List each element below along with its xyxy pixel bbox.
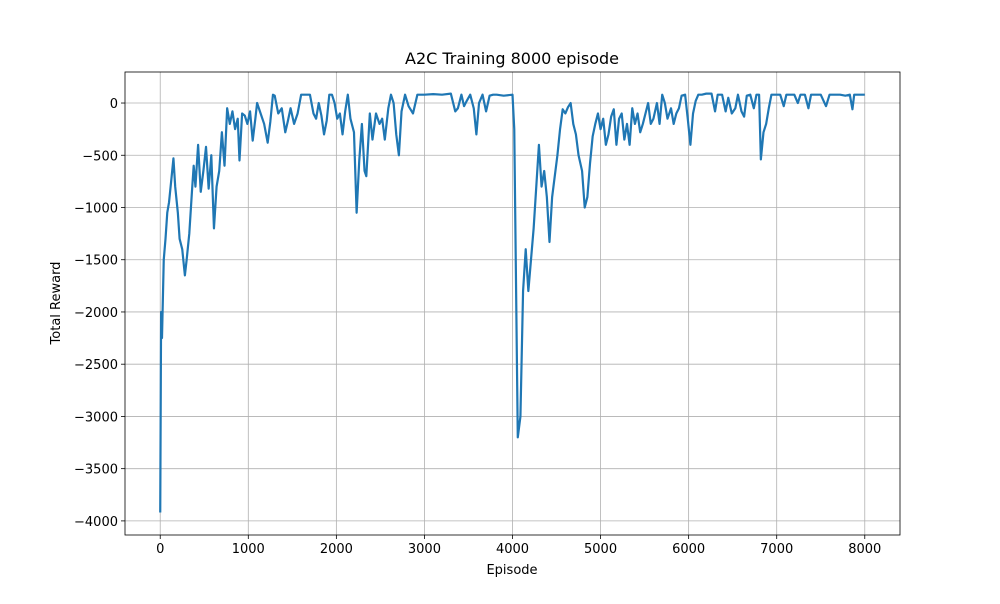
y-tick-label: −500 xyxy=(82,149,118,164)
x-tick-label: 6000 xyxy=(672,542,705,557)
y-tick-label: −3000 xyxy=(74,410,118,425)
y-axis-label: Total Reward xyxy=(49,262,64,346)
axes-frame xyxy=(124,71,901,536)
chart-title: A2C Training 8000 episode xyxy=(405,49,619,68)
y-tick-label: −2500 xyxy=(74,358,118,373)
x-tick-label: 5000 xyxy=(584,542,617,557)
y-tick-label: 0 xyxy=(110,97,118,112)
y-tick-label: −3500 xyxy=(74,463,118,478)
x-tick-label: 3000 xyxy=(408,542,441,557)
x-tick-label: 8000 xyxy=(848,542,881,557)
x-tick-label: 7000 xyxy=(760,542,793,557)
x-tick-label: 0 xyxy=(156,542,164,557)
x-axis-label: Episode xyxy=(486,563,537,578)
x-tick-label: 2000 xyxy=(320,542,353,557)
y-tick-label: −4000 xyxy=(74,515,118,530)
line xyxy=(159,92,865,513)
y-tick-label: −1000 xyxy=(74,201,118,216)
y-tick-label: −1500 xyxy=(74,254,118,269)
x-tick-label: 1000 xyxy=(232,542,265,557)
x-tick-label: 4000 xyxy=(496,542,529,557)
y-tick-label: −2000 xyxy=(74,306,118,321)
